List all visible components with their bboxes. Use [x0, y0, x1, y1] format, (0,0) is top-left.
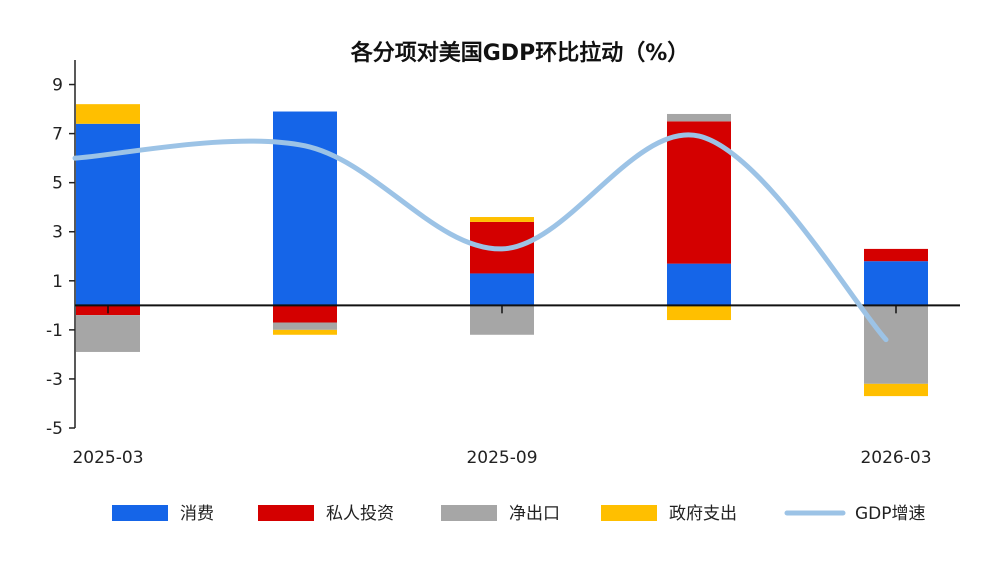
- bar-政府支出-2025-09: [470, 217, 534, 222]
- legend-swatch: [112, 505, 168, 521]
- bar-净出口-2026-03: [864, 305, 928, 384]
- legend-swatch: [601, 505, 657, 521]
- bar-净出口-2025-12: [667, 113, 731, 122]
- legend-item-私人投资: 私人投资: [258, 504, 394, 524]
- legend: 消费 私人投资 净出口 政府支出 GDP增速: [112, 504, 926, 524]
- axes-layer: 9 7 5 3 1 -1 -3 -5 2025-03 2025-09 2026-03: [46, 60, 960, 468]
- x-tick-label: 2025-03: [72, 448, 143, 468]
- bar-净出口-2025-06: [273, 322, 337, 330]
- legend-label: 净出口: [509, 504, 560, 524]
- y-tick-label: -3: [46, 370, 63, 390]
- bar-消费-2026-03: [864, 261, 928, 306]
- x-tick-label: 2025-09: [466, 448, 537, 468]
- legend-label: 消费: [180, 504, 214, 524]
- bar-政府支出-2026-03: [864, 383, 928, 397]
- legend-swatch: [441, 505, 497, 521]
- bar-私人投资-2025-12: [667, 121, 731, 264]
- line-layer: [72, 132, 889, 343]
- legend-label: GDP增速: [855, 504, 926, 524]
- bar-私人投资-2025-06: [273, 305, 337, 323]
- bar-私人投资-2026-03: [864, 248, 928, 262]
- bars-layer: [76, 104, 928, 397]
- bar-净出口-2025-03: [76, 315, 140, 352]
- y-tick-label: 9: [52, 76, 63, 96]
- bar-消费-2025-12: [667, 263, 731, 306]
- y-tick-label: 7: [52, 125, 63, 145]
- chart-title: 各分项对美国GDP环比拉动（%）: [350, 40, 690, 66]
- x-tick-label: 2026-03: [860, 448, 931, 468]
- y-tick-label: 3: [52, 223, 63, 243]
- y-tick-label: 1: [52, 272, 63, 292]
- bar-政府支出-2025-12: [667, 305, 731, 321]
- bar-政府支出-2025-06: [273, 329, 337, 335]
- legend-item-消费: 消费: [112, 504, 214, 524]
- bar-政府支出-2025-03: [76, 104, 140, 124]
- gdp-growth-line: [72, 132, 889, 343]
- legend-item-政府支出: 政府支出: [601, 504, 737, 524]
- legend-label: 私人投资: [326, 504, 394, 524]
- legend-item-净出口: 净出口: [441, 504, 560, 524]
- y-tick-label: -1: [46, 321, 63, 341]
- y-tick-label: -5: [46, 419, 63, 439]
- legend-swatch: [258, 505, 314, 521]
- legend-item-GDP增速: GDP增速: [784, 504, 926, 524]
- bar-消费-2025-09: [470, 273, 534, 306]
- y-tick-label: 5: [52, 174, 63, 194]
- legend-label: 政府支出: [669, 504, 737, 524]
